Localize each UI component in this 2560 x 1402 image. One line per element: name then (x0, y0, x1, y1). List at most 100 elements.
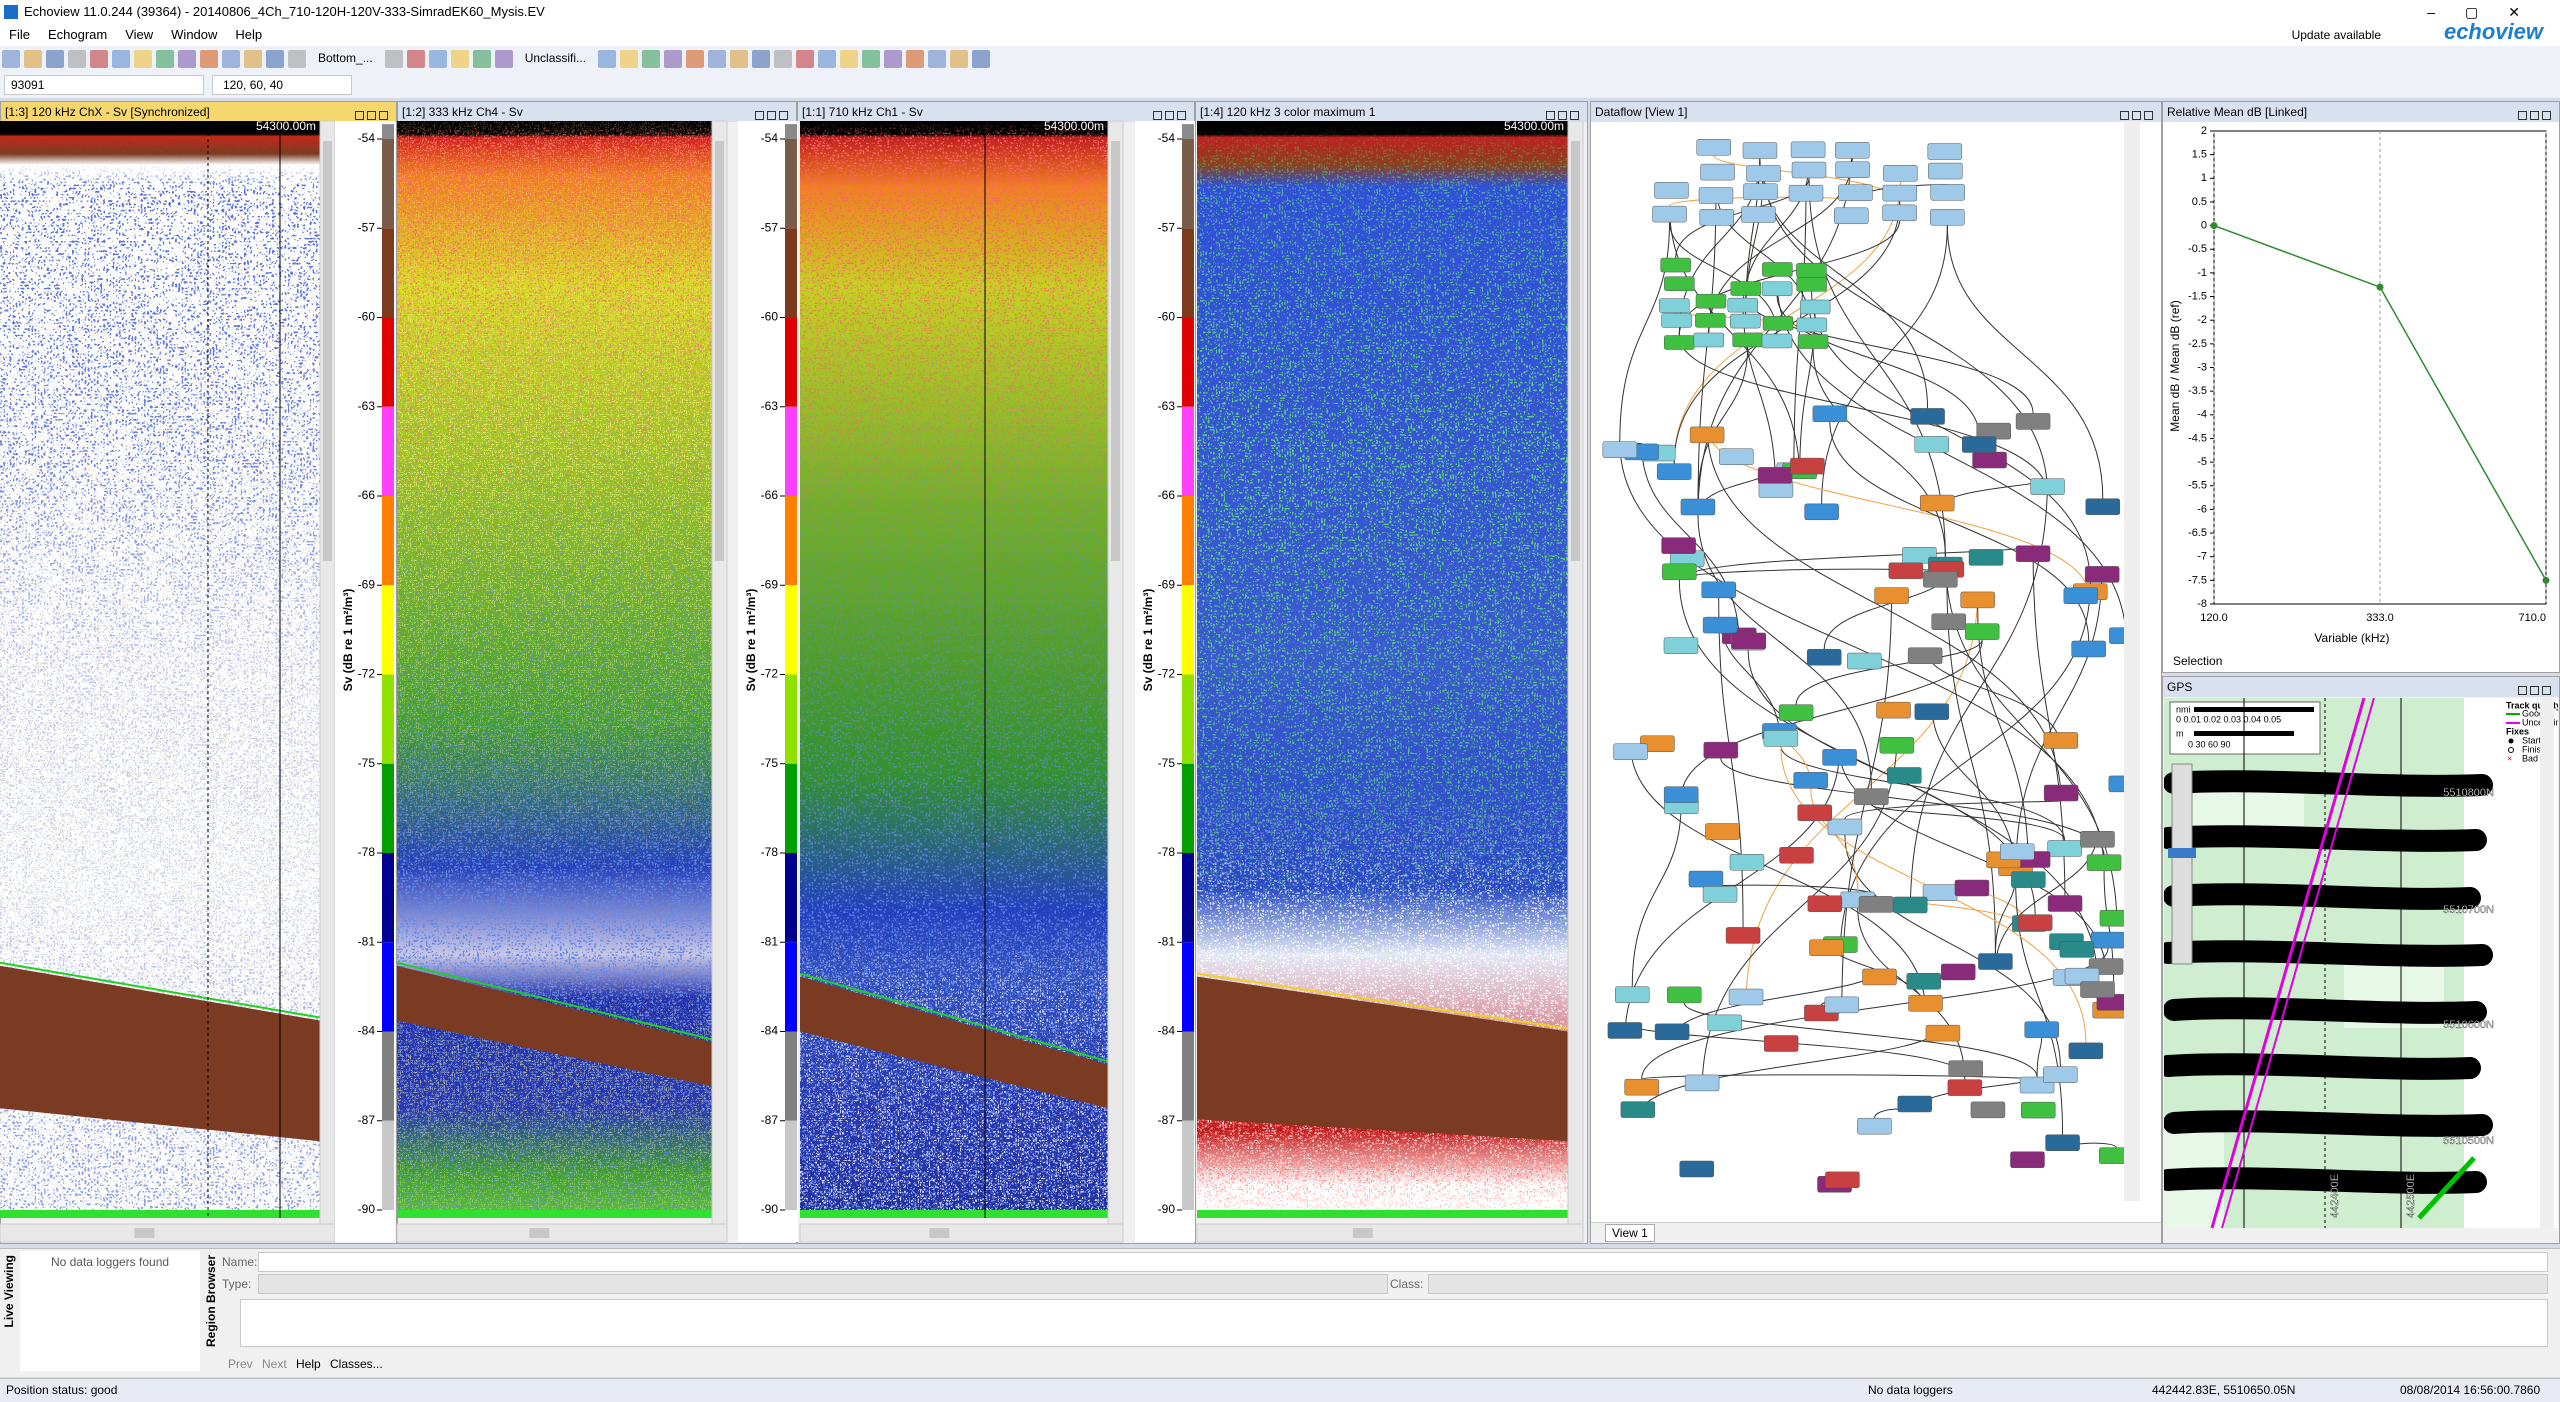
dataflow-node[interactable] (2045, 1134, 2080, 1152)
dataflow-node[interactable] (1779, 847, 1814, 864)
hscroll-thumb[interactable] (529, 1228, 550, 1238)
toolbar-button[interactable] (450, 50, 469, 68)
dataflow-node[interactable] (2017, 914, 2053, 931)
dataflow-node[interactable] (2063, 587, 2099, 605)
dataflow-node[interactable] (1874, 587, 1909, 604)
dataflow-node[interactable] (1790, 457, 1825, 475)
dataflow-node[interactable] (1620, 1101, 1656, 1118)
dataflow-node[interactable] (1822, 749, 1857, 766)
dataflow-node[interactable] (2090, 931, 2126, 949)
toolbar-button[interactable] (266, 50, 284, 68)
dataflow-node[interactable] (1914, 436, 1950, 453)
toolbar-button[interactable] (796, 50, 815, 68)
dataflow-node[interactable] (1910, 408, 1945, 425)
dataflow-node[interactable] (1695, 293, 1727, 309)
dataflow-node[interactable] (1809, 939, 1844, 956)
dataflow-node[interactable] (1732, 332, 1763, 348)
dataflow-node[interactable] (1927, 143, 1963, 160)
hscroll-thumb[interactable] (1352, 1228, 1373, 1238)
dataflow-node[interactable] (1725, 927, 1761, 944)
name-field[interactable] (258, 1252, 2548, 1272)
dataflow-node[interactable] (1763, 730, 1799, 747)
dataflow-node[interactable] (1922, 884, 1958, 901)
dataflow-node[interactable] (2024, 1021, 2059, 1038)
toolbar-button[interactable] (840, 50, 859, 68)
toolbar-button[interactable] (472, 50, 491, 68)
vscroll-thumb[interactable] (1111, 141, 1120, 561)
hscroll[interactable] (799, 1223, 1124, 1243)
toolbar-button[interactable] (950, 50, 969, 68)
window-controls[interactable]: –▢✕ (2427, 4, 2550, 20)
dataflow-node[interactable] (1857, 1117, 1892, 1135)
menu-item[interactable]: View (125, 27, 154, 42)
hscroll[interactable] (396, 1223, 728, 1243)
ping-field[interactable]: 93091 (4, 75, 204, 95)
vscroll[interactable] (2540, 698, 2554, 1228)
dataflow-node[interactable] (1729, 854, 1765, 871)
dataflow-node[interactable] (1662, 563, 1697, 581)
dataflow-node[interactable] (1804, 503, 1839, 521)
dataflow-node[interactable] (2030, 478, 2065, 495)
toolbar-button[interactable] (494, 50, 513, 68)
menu-item[interactable]: Window (171, 27, 218, 42)
dataflow-node[interactable] (1607, 1022, 1643, 1039)
dataflow-node[interactable] (1730, 281, 1762, 296)
dataflow-node[interactable] (1793, 772, 1828, 789)
dataflow-node[interactable] (2015, 413, 2051, 430)
dataflow-node[interactable] (1679, 1160, 1714, 1178)
toolbar-button[interactable] (906, 50, 925, 68)
dataflow-node[interactable] (1791, 161, 1827, 179)
toolbar-button[interactable] (178, 50, 196, 68)
button[interactable]: Classes... (330, 1357, 383, 1371)
toolbar-button[interactable] (862, 50, 881, 68)
dataflow-node[interactable] (1835, 161, 1870, 179)
dataflow-node[interactable] (1615, 986, 1650, 1003)
hscroll-thumb[interactable] (134, 1228, 155, 1238)
dataflow-node[interactable] (2068, 1042, 2104, 1060)
dataflow-node[interactable] (1727, 297, 1759, 313)
toolbar-button[interactable] (406, 50, 425, 68)
dataflow-node[interactable] (1897, 1095, 1933, 1113)
dataflow-node[interactable] (2010, 1151, 2045, 1168)
dataflow-node[interactable] (2071, 640, 2106, 658)
dataflow-node[interactable] (1719, 448, 1754, 465)
dataflow-node[interactable] (1883, 165, 1918, 182)
dataflow-node[interactable] (1742, 142, 1778, 159)
dataflow-node[interactable] (1703, 741, 1739, 759)
dataflow-node[interactable] (1827, 818, 1863, 836)
dataflow-node[interactable] (1930, 184, 1965, 201)
dataflow-node[interactable] (1806, 648, 1842, 666)
toolbar-button[interactable] (24, 50, 42, 68)
dataflow-node[interactable] (1961, 436, 1997, 453)
update-notice[interactable]: Update available (2291, 28, 2381, 42)
hscroll-thumb[interactable] (929, 1228, 950, 1238)
dataflow-node[interactable] (1834, 207, 1869, 225)
dataflow-node[interactable] (1654, 1023, 1690, 1041)
dataflow-node[interactable] (1624, 1078, 1659, 1096)
hscroll[interactable] (0, 1223, 336, 1243)
dataflow-node[interactable] (1762, 316, 1794, 331)
dataflow-node[interactable] (1862, 968, 1897, 986)
dataflow-node[interactable] (2059, 941, 2095, 958)
dataflow-node[interactable] (1660, 257, 1691, 273)
dataflow-node[interactable] (1812, 405, 1848, 423)
dataflow-node[interactable] (1970, 1101, 2006, 1119)
toolbar-button[interactable] (244, 50, 262, 68)
dataflow-node[interactable] (1663, 335, 1695, 350)
dataflow-node[interactable] (1928, 162, 1963, 180)
dataflow-node[interactable] (1654, 182, 1689, 199)
dataflow-node[interactable] (1807, 895, 1843, 912)
dataflow-node[interactable] (1661, 537, 1696, 554)
dataflow-node[interactable] (1824, 996, 1860, 1014)
toolbar-dropdown[interactable]: Unclassifi... (524, 51, 587, 66)
dataflow-node[interactable] (1731, 632, 1767, 650)
dataflow-node[interactable] (1923, 571, 1958, 588)
dataflow-node[interactable] (1728, 988, 1764, 1006)
notes-field[interactable] (240, 1299, 2548, 1347)
dataflow-node[interactable] (1906, 973, 1942, 990)
dataflow-node[interactable] (1940, 963, 1976, 981)
vscroll-thumb[interactable] (715, 141, 724, 561)
toolbar-button[interactable] (90, 50, 108, 68)
dataflow-node[interactable] (2047, 840, 2082, 857)
toolbar-button[interactable] (46, 50, 64, 68)
